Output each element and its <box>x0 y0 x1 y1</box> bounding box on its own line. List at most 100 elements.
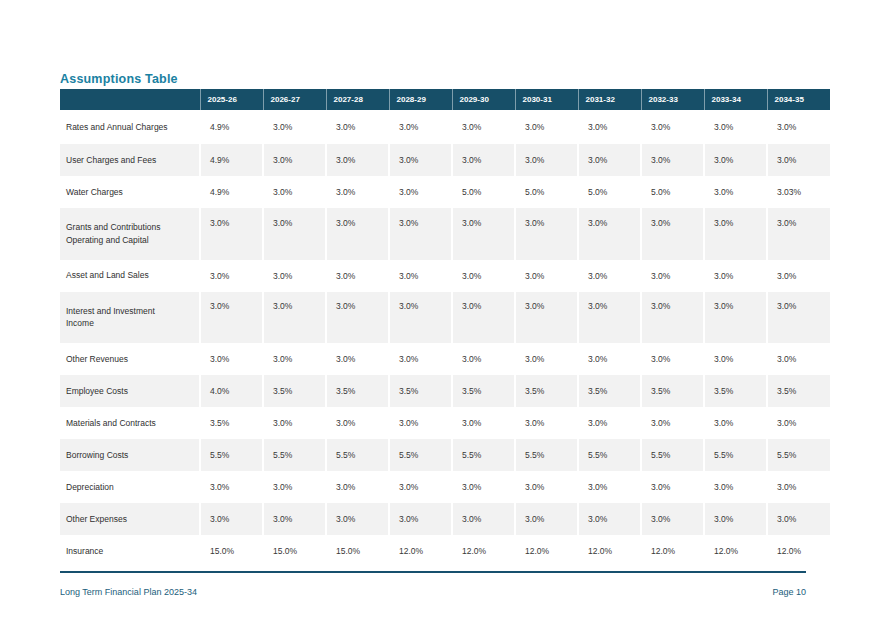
value-cell: 3.0% <box>326 176 389 208</box>
value-cell: 3.5% <box>452 375 515 407</box>
table-row: Employee Costs4.0%3.5%3.5%3.5%3.5%3.5%3.… <box>60 375 830 407</box>
value-cell: 12.0% <box>389 535 452 567</box>
value-cell: 12.0% <box>578 535 641 567</box>
value-cell: 5.5% <box>641 439 704 471</box>
value-cell: 3.0% <box>767 292 830 344</box>
value-cell: 5.5% <box>515 439 578 471</box>
value-cell: 5.5% <box>389 439 452 471</box>
value-cell: 3.0% <box>767 260 830 292</box>
value-cell: 3.0% <box>515 144 578 176</box>
table-row: Other Expenses3.0%3.0%3.0%3.0%3.0%3.0%3.… <box>60 503 830 535</box>
year-column-header: 2029-30 <box>452 89 515 110</box>
value-cell: 3.0% <box>704 144 767 176</box>
value-cell: 3.0% <box>200 343 263 375</box>
row-label: Employee Costs <box>60 375 200 407</box>
value-cell: 3.0% <box>578 407 641 439</box>
value-cell: 3.0% <box>704 260 767 292</box>
value-cell: 12.0% <box>767 535 830 567</box>
value-cell: 5.0% <box>641 176 704 208</box>
value-cell: 3.0% <box>704 343 767 375</box>
row-label: Water Charges <box>60 176 200 208</box>
value-cell: 15.0% <box>326 535 389 567</box>
value-cell: 3.0% <box>326 292 389 344</box>
value-cell: 4.0% <box>200 375 263 407</box>
value-cell: 3.0% <box>704 176 767 208</box>
value-cell: 3.0% <box>389 110 452 144</box>
value-cell: 3.0% <box>200 292 263 344</box>
table-row: Interest and Investment Income3.0%3.0%3.… <box>60 292 830 344</box>
value-cell: 3.0% <box>641 292 704 344</box>
value-cell: 3.0% <box>578 144 641 176</box>
table-header: 2025-262026-272027-282028-292029-302030-… <box>60 89 830 110</box>
value-cell: 12.0% <box>704 535 767 567</box>
value-cell: 3.0% <box>263 471 326 503</box>
value-cell: 3.0% <box>641 343 704 375</box>
table-row: Materials and Contracts3.5%3.0%3.0%3.0%3… <box>60 407 830 439</box>
value-cell: 5.0% <box>452 176 515 208</box>
value-cell: 3.0% <box>641 144 704 176</box>
value-cell: 3.0% <box>263 260 326 292</box>
footer-divider <box>60 571 806 573</box>
value-cell: 3.0% <box>263 343 326 375</box>
value-cell: 3.0% <box>389 144 452 176</box>
value-cell: 3.0% <box>263 407 326 439</box>
value-cell: 3.0% <box>389 471 452 503</box>
value-cell: 3.0% <box>578 110 641 144</box>
value-cell: 5.5% <box>200 439 263 471</box>
assumptions-table: 2025-262026-272027-282028-292029-302030-… <box>60 89 830 567</box>
row-label: Other Revenues <box>60 343 200 375</box>
value-cell: 3.0% <box>704 110 767 144</box>
row-label: Materials and Contracts <box>60 407 200 439</box>
value-cell: 12.0% <box>641 535 704 567</box>
value-cell: 5.5% <box>452 439 515 471</box>
value-cell: 3.0% <box>515 260 578 292</box>
value-cell: 3.0% <box>452 292 515 344</box>
value-cell: 3.0% <box>326 471 389 503</box>
row-label: Interest and Investment Income <box>60 292 200 344</box>
value-cell: 3.0% <box>452 343 515 375</box>
value-cell: 3.0% <box>326 503 389 535</box>
value-cell: 12.0% <box>515 535 578 567</box>
value-cell: 3.0% <box>578 292 641 344</box>
value-cell: 3.0% <box>263 176 326 208</box>
value-cell: 3.03% <box>767 176 830 208</box>
value-cell: 3.0% <box>263 110 326 144</box>
value-cell: 5.5% <box>263 439 326 471</box>
value-cell: 4.9% <box>200 176 263 208</box>
value-cell: 3.0% <box>641 260 704 292</box>
document-page: Assumptions Table 2025-262026-272027-282… <box>0 0 876 620</box>
value-cell: 3.0% <box>452 407 515 439</box>
value-cell: 12.0% <box>452 535 515 567</box>
value-cell: 3.0% <box>515 208 578 260</box>
year-column-header: 2026-27 <box>263 89 326 110</box>
value-cell: 3.0% <box>704 292 767 344</box>
value-cell: 3.0% <box>452 144 515 176</box>
value-cell: 3.0% <box>389 260 452 292</box>
value-cell: 3.0% <box>263 208 326 260</box>
value-cell: 3.0% <box>452 208 515 260</box>
value-cell: 3.5% <box>704 375 767 407</box>
value-cell: 3.0% <box>515 292 578 344</box>
value-cell: 5.0% <box>578 176 641 208</box>
row-label: Rates and Annual Charges <box>60 110 200 144</box>
value-cell: 3.5% <box>578 375 641 407</box>
row-label: User Charges and Fees <box>60 144 200 176</box>
table-body: Rates and Annual Charges4.9%3.0%3.0%3.0%… <box>60 110 830 567</box>
value-cell: 3.0% <box>200 260 263 292</box>
value-cell: 3.0% <box>389 208 452 260</box>
row-label: Borrowing Costs <box>60 439 200 471</box>
table-row: Borrowing Costs5.5%5.5%5.5%5.5%5.5%5.5%5… <box>60 439 830 471</box>
value-cell: 5.5% <box>326 439 389 471</box>
value-cell: 3.0% <box>515 503 578 535</box>
year-column-header: 2031-32 <box>578 89 641 110</box>
row-label: Asset and Land Sales <box>60 260 200 292</box>
row-label: Insurance <box>60 535 200 567</box>
value-cell: 3.0% <box>389 407 452 439</box>
value-cell: 3.0% <box>704 503 767 535</box>
value-cell: 3.5% <box>389 375 452 407</box>
value-cell: 3.0% <box>704 407 767 439</box>
value-cell: 3.0% <box>263 503 326 535</box>
value-cell: 3.0% <box>515 407 578 439</box>
value-cell: 3.0% <box>767 503 830 535</box>
value-cell: 3.0% <box>326 110 389 144</box>
